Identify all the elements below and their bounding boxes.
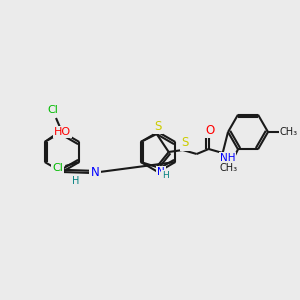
Text: N: N xyxy=(157,167,165,177)
Text: Cl: Cl xyxy=(48,105,58,115)
Text: CH₃: CH₃ xyxy=(280,127,298,137)
Text: NH: NH xyxy=(220,153,236,163)
Text: H: H xyxy=(72,176,80,187)
Text: S: S xyxy=(181,136,188,149)
Text: O: O xyxy=(205,124,214,136)
Text: H: H xyxy=(162,170,169,179)
Text: Cl: Cl xyxy=(52,163,63,173)
Text: N: N xyxy=(91,166,99,178)
Text: HO: HO xyxy=(54,127,71,137)
Text: S: S xyxy=(154,119,161,133)
Text: CH₃: CH₃ xyxy=(220,163,238,173)
